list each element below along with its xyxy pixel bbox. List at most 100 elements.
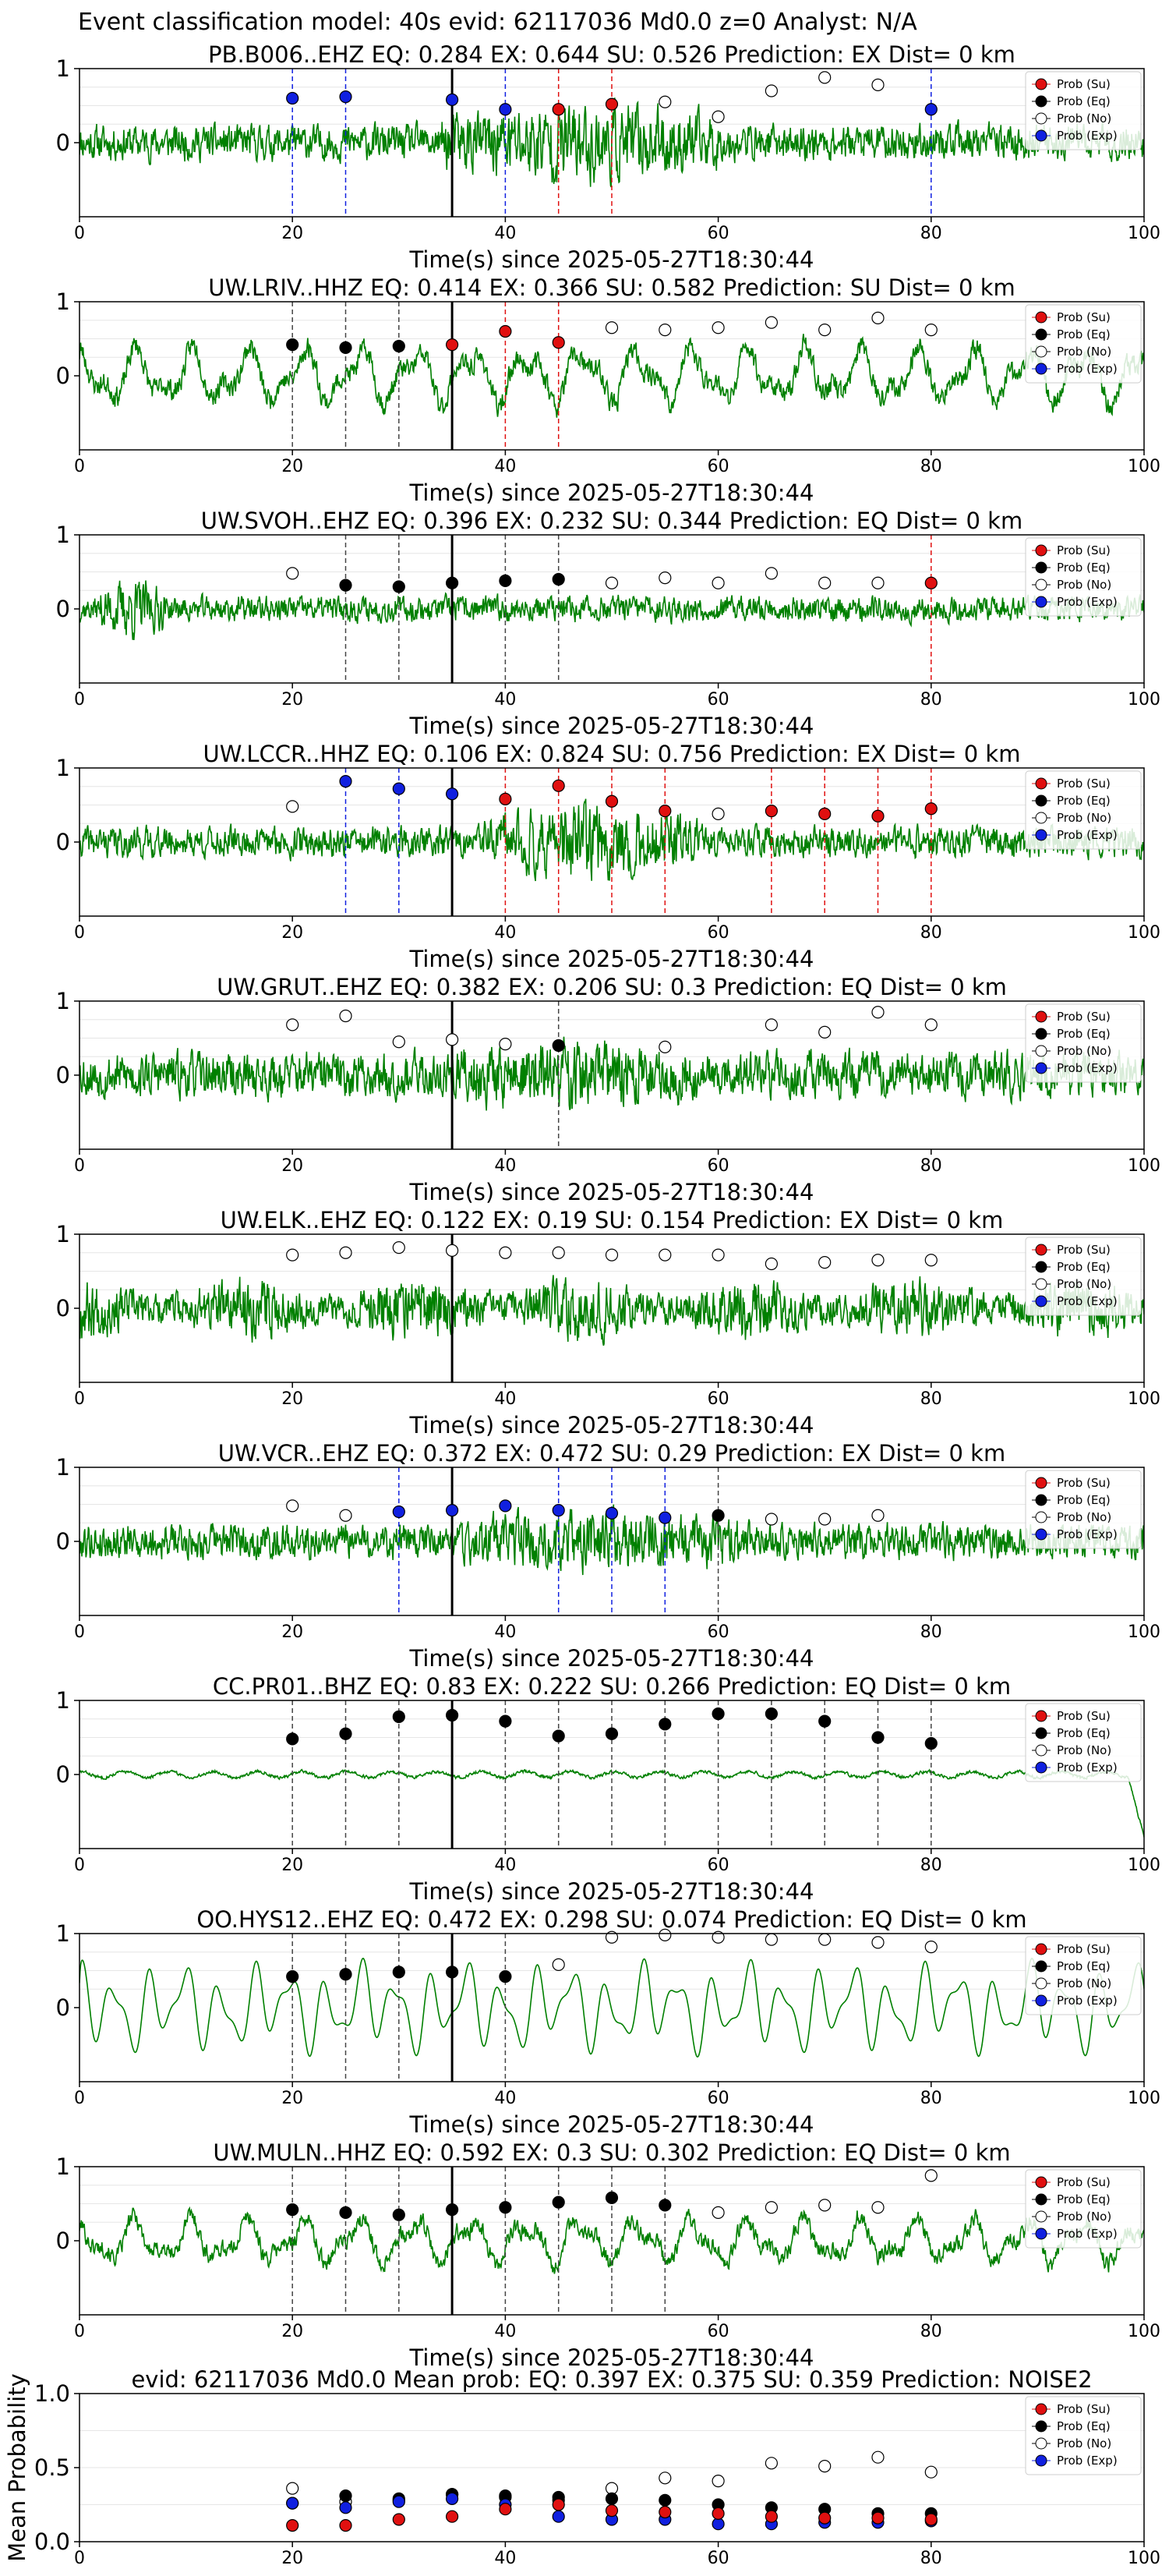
prob-marker-no bbox=[871, 1006, 885, 1019]
x-tick-label: 80 bbox=[920, 2549, 942, 2568]
x-tick-label: 80 bbox=[920, 1389, 942, 1409]
prob-marker-no bbox=[765, 1513, 779, 1526]
x-tick-label: 80 bbox=[920, 2322, 942, 2341]
x-tick-label: 60 bbox=[708, 1389, 729, 1409]
waveform-group bbox=[79, 580, 1144, 640]
legend-label-exp: Prob (Exp) bbox=[1057, 1527, 1118, 1541]
legend-marker-eq bbox=[1035, 561, 1047, 574]
x-tick-label: 0 bbox=[74, 457, 85, 476]
prob-marker-su bbox=[499, 792, 512, 806]
y-tick-label: 1 bbox=[56, 55, 70, 82]
prob-marker-exp bbox=[445, 93, 459, 107]
legend-marker-no bbox=[1035, 579, 1047, 591]
legend-label-eq: Prob (Eq) bbox=[1057, 327, 1111, 341]
legend-label-su: Prob (Su) bbox=[1057, 1709, 1111, 1723]
legend-marker-eq bbox=[1035, 794, 1047, 807]
y-tick-label: 0 bbox=[56, 596, 70, 622]
x-tick-label: 60 bbox=[708, 2322, 729, 2341]
prob-marker-eq bbox=[286, 2203, 299, 2217]
x-tick-label: 40 bbox=[494, 457, 516, 476]
prob-marker-no bbox=[499, 1246, 512, 1259]
prob-marker-eq bbox=[339, 1727, 352, 1740]
mean-marker-su bbox=[924, 2513, 938, 2526]
prob-marker-eq bbox=[765, 1707, 779, 1721]
mean-marker-su bbox=[552, 2498, 565, 2511]
legend-label-no: Prob (No) bbox=[1057, 1044, 1111, 1058]
legend-label-no: Prob (No) bbox=[1057, 1510, 1111, 1524]
prob-marker-no bbox=[924, 324, 938, 337]
y-tick-label: 1 bbox=[56, 288, 70, 315]
legend-label-exp: Prob (Exp) bbox=[1057, 1061, 1118, 1075]
waveform-group bbox=[79, 1275, 1144, 1346]
x-tick-label: 100 bbox=[1128, 1389, 1160, 1409]
prob-marker-eq bbox=[392, 339, 405, 353]
mean-marker-exp bbox=[552, 2510, 565, 2523]
prob-marker-no bbox=[871, 311, 885, 324]
station-panel: PB.B006..EHZ EQ: 0.284 EX: 0.644 SU: 0.5… bbox=[56, 41, 1160, 273]
legend-box bbox=[1025, 537, 1142, 617]
prob-marker-no bbox=[818, 2199, 832, 2212]
x-tick-label: 20 bbox=[281, 2549, 303, 2568]
legend-label-exp: Prob (Exp) bbox=[1057, 129, 1118, 143]
legend-marker-su bbox=[1035, 2403, 1047, 2415]
prob-marker-eq bbox=[445, 1708, 459, 1722]
x-tick-label: 0 bbox=[74, 224, 85, 243]
legend-marker-su bbox=[1035, 544, 1047, 557]
y-tick-label: 1 bbox=[56, 1920, 70, 1947]
panel-title: CC.PR01..BHZ EQ: 0.83 EX: 0.222 SU: 0.26… bbox=[213, 1673, 1011, 1700]
legend-label-no: Prob (No) bbox=[1057, 345, 1111, 359]
mean-marker-exp bbox=[339, 2501, 352, 2514]
prob-marker-su bbox=[871, 809, 885, 823]
waveform-group bbox=[79, 798, 1144, 882]
x-tick-label: 20 bbox=[281, 224, 303, 243]
x-tick-label: 0 bbox=[74, 1156, 85, 1176]
prob-marker-no bbox=[712, 2206, 725, 2219]
legend-label-no: Prob (No) bbox=[1057, 2210, 1111, 2224]
prob-marker-no bbox=[818, 1025, 832, 1039]
panel-title: evid: 62117036 Md0.0 Mean prob: EQ: 0.39… bbox=[131, 2366, 1092, 2393]
x-axis-label: Time(s) since 2025-05-27T18:30:44 bbox=[409, 1645, 814, 1672]
y-tick-label: 0 bbox=[56, 1062, 70, 1088]
station-panel: UW.GRUT..EHZ EQ: 0.382 EX: 0.206 SU: 0.3… bbox=[56, 974, 1160, 1205]
legend-box bbox=[1025, 304, 1142, 384]
waveform-trace bbox=[79, 798, 1144, 882]
legend-label-su: Prob (Su) bbox=[1057, 77, 1111, 91]
mean-marker-su bbox=[392, 2513, 405, 2526]
x-tick-label: 20 bbox=[281, 457, 303, 476]
legend-label-exp: Prob (Exp) bbox=[1057, 595, 1118, 609]
y-tick-label: 1 bbox=[56, 1221, 70, 1247]
legend-marker-su bbox=[1035, 1710, 1047, 1722]
legend-label-su: Prob (Su) bbox=[1057, 1476, 1111, 1490]
x-tick-label: 20 bbox=[281, 1156, 303, 1176]
prob-marker-su bbox=[605, 794, 619, 808]
prob-marker-no bbox=[499, 1037, 512, 1051]
prob-marker-no bbox=[605, 321, 619, 334]
x-tick-label: 0 bbox=[74, 2549, 85, 2568]
prob-marker-su bbox=[552, 336, 565, 349]
y-axis-label: Mean Probability bbox=[4, 2373, 30, 2562]
prob-marker-exp bbox=[659, 1511, 672, 1524]
legend-label-eq: Prob (Eq) bbox=[1057, 1027, 1111, 1041]
prob-marker-eq bbox=[445, 1966, 459, 1979]
x-tick-label: 0 bbox=[74, 690, 85, 709]
prob-marker-su bbox=[818, 807, 832, 821]
x-tick-label: 80 bbox=[920, 2089, 942, 2108]
legend-marker-no bbox=[1035, 2437, 1047, 2450]
prob-marker-no bbox=[552, 1246, 565, 1259]
x-tick-label: 40 bbox=[494, 2549, 516, 2568]
legend-box bbox=[1025, 2396, 1142, 2475]
x-tick-label: 80 bbox=[920, 923, 942, 943]
legend-label-no: Prob (No) bbox=[1057, 578, 1111, 592]
legend-label-no: Prob (No) bbox=[1057, 1976, 1111, 1990]
mean-marker-no bbox=[871, 2450, 885, 2464]
prob-marker-no bbox=[445, 1033, 459, 1046]
prob-marker-eq bbox=[499, 1970, 512, 1983]
prob-marker-no bbox=[659, 324, 672, 337]
legend-label-exp: Prob (Exp) bbox=[1057, 1294, 1118, 1308]
waveform-group bbox=[79, 1958, 1144, 2058]
x-tick-label: 100 bbox=[1128, 2549, 1160, 2568]
prob-marker-no bbox=[871, 1509, 885, 1522]
legend-marker-su bbox=[1035, 1943, 1047, 1955]
y-tick-label: 0 bbox=[56, 363, 70, 389]
prob-marker-no bbox=[339, 1509, 352, 1522]
